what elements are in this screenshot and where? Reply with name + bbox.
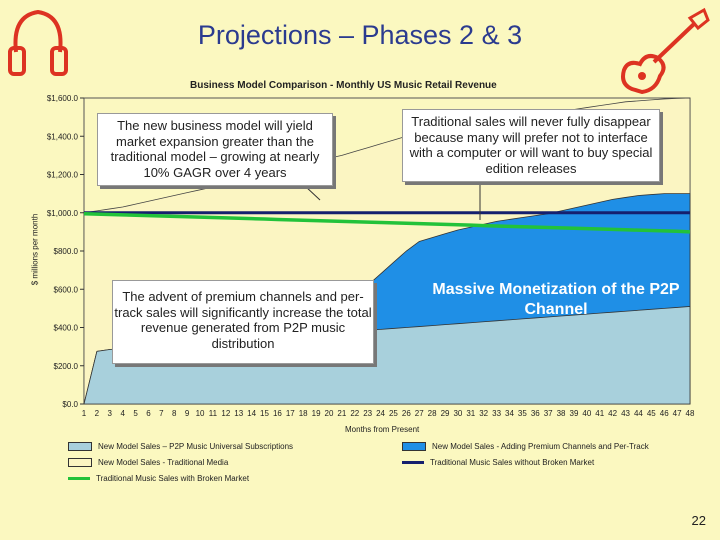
callout-market-expansion: The new business model will yield market… xyxy=(97,113,333,186)
callout-massive-monetization: Massive Monetization of the P2P Channel xyxy=(432,281,680,318)
legend-swatch xyxy=(402,442,426,451)
guitar-icon xyxy=(621,7,710,95)
y-tick-label: $800.0 xyxy=(54,247,79,256)
x-tick-label: 44 xyxy=(634,409,643,418)
legend-item-without-broken-market: Traditional Music Sales without Broken M… xyxy=(402,458,594,467)
x-tick-label: 24 xyxy=(376,409,385,418)
x-tick-label: 48 xyxy=(686,409,695,418)
x-tick-label: 28 xyxy=(428,409,437,418)
chart-legend: New Model Sales – P2P Music Universal Su… xyxy=(60,438,700,484)
x-tick-label: 11 xyxy=(209,409,218,418)
x-tick-label: 1 xyxy=(82,409,87,418)
legend-item-p2p-subscriptions: New Model Sales – P2P Music Universal Su… xyxy=(68,442,293,451)
x-tick-label: 2 xyxy=(95,409,100,418)
x-tick-label: 17 xyxy=(286,409,295,418)
callout-premium-channels: The advent of premium channels and per-t… xyxy=(112,280,374,364)
y-tick-label: $1,400.0 xyxy=(47,132,79,141)
x-tick-label: 23 xyxy=(363,409,372,418)
x-tick-label: 30 xyxy=(453,409,462,418)
x-tick-label: 45 xyxy=(647,409,656,418)
x-tick-label: 10 xyxy=(196,409,205,418)
x-tick-label: 6 xyxy=(146,409,151,418)
legend-label: New Model Sales – P2P Music Universal Su… xyxy=(98,442,294,451)
y-tick-label: $400.0 xyxy=(54,324,79,333)
x-tick-label: 32 xyxy=(479,409,488,418)
legend-item-traditional-media: New Model Sales - Traditional Media xyxy=(68,458,228,467)
x-axis-label: Months from Present xyxy=(345,425,420,434)
legend-label: New Model Sales - Adding Premium Channel… xyxy=(432,442,649,451)
x-tick-label: 15 xyxy=(260,409,269,418)
y-tick-label: $200.0 xyxy=(54,362,79,371)
page-number: 22 xyxy=(691,513,706,528)
legend-label: New Model Sales - Traditional Media xyxy=(98,458,229,467)
x-tick-label: 16 xyxy=(273,409,282,418)
x-tick-label: 3 xyxy=(108,409,113,418)
x-tick-label: 9 xyxy=(185,409,190,418)
x-tick-label: 40 xyxy=(582,409,591,418)
y-tick-label: $0.0 xyxy=(62,400,78,409)
x-tick-label: 43 xyxy=(621,409,630,418)
x-tick-label: 36 xyxy=(531,409,540,418)
x-tick-label: 42 xyxy=(608,409,617,418)
series-with-broken-market-line xyxy=(83,211,691,234)
callout-pointer xyxy=(304,185,321,201)
x-tick-label: 5 xyxy=(133,409,138,418)
legend-label: Traditional Music Sales with Broken Mark… xyxy=(96,474,250,483)
headphones-icon xyxy=(8,9,68,76)
x-tick-label: 27 xyxy=(415,409,424,418)
x-tick-label: 22 xyxy=(350,409,359,418)
x-tick-label: 39 xyxy=(570,409,579,418)
x-tick-label: 8 xyxy=(172,409,177,418)
callout-traditional-sales: Traditional sales will never fully disap… xyxy=(402,109,660,182)
chart-title: Business Model Comparison - Monthly US M… xyxy=(190,80,497,91)
x-tick-label: 20 xyxy=(325,409,334,418)
x-tick-label: 33 xyxy=(492,409,501,418)
legend-swatch xyxy=(68,442,92,451)
x-tick-label: 18 xyxy=(299,409,308,418)
x-tick-label: 47 xyxy=(673,409,682,418)
legend-item-with-broken-market: Traditional Music Sales with Broken Mark… xyxy=(68,474,249,483)
y-tick-label: $1,600.0 xyxy=(47,94,79,103)
x-tick-label: 25 xyxy=(389,409,398,418)
x-tick-label: 4 xyxy=(120,409,125,418)
y-tick-label: $1,000.0 xyxy=(47,209,79,218)
x-tick-label: 31 xyxy=(466,409,475,418)
x-tick-label: 7 xyxy=(159,409,164,418)
x-tick-label: 26 xyxy=(402,409,411,418)
x-tick-label: 34 xyxy=(505,409,514,418)
x-tick-label: 35 xyxy=(518,409,527,418)
x-tick-label: 13 xyxy=(234,409,243,418)
x-tick-label: 21 xyxy=(337,409,346,418)
slide-title: Projections – Phases 2 & 3 xyxy=(197,20,523,50)
legend-label: Traditional Music Sales without Broken M… xyxy=(430,458,595,467)
x-tick-label: 37 xyxy=(544,409,553,418)
x-tick-label: 38 xyxy=(557,409,566,418)
x-tick-label: 12 xyxy=(221,409,230,418)
x-tick-label: 19 xyxy=(312,409,321,418)
x-tick-label: 14 xyxy=(247,409,256,418)
legend-swatch xyxy=(402,461,424,464)
legend-swatch xyxy=(68,477,90,480)
legend-swatch xyxy=(68,458,92,467)
x-tick-label: 29 xyxy=(441,409,450,418)
y-tick-label: $1,200.0 xyxy=(47,171,79,180)
x-tick-label: 41 xyxy=(595,409,604,418)
x-tick-label: 46 xyxy=(660,409,669,418)
y-tick-label: $600.0 xyxy=(54,285,79,294)
legend-item-premium-per-track: New Model Sales - Adding Premium Channel… xyxy=(402,442,649,451)
area-chart: $0.0 $200.0 $400.0 $600.0 $800.0 $1,000.0 $1,2… xyxy=(47,94,695,418)
